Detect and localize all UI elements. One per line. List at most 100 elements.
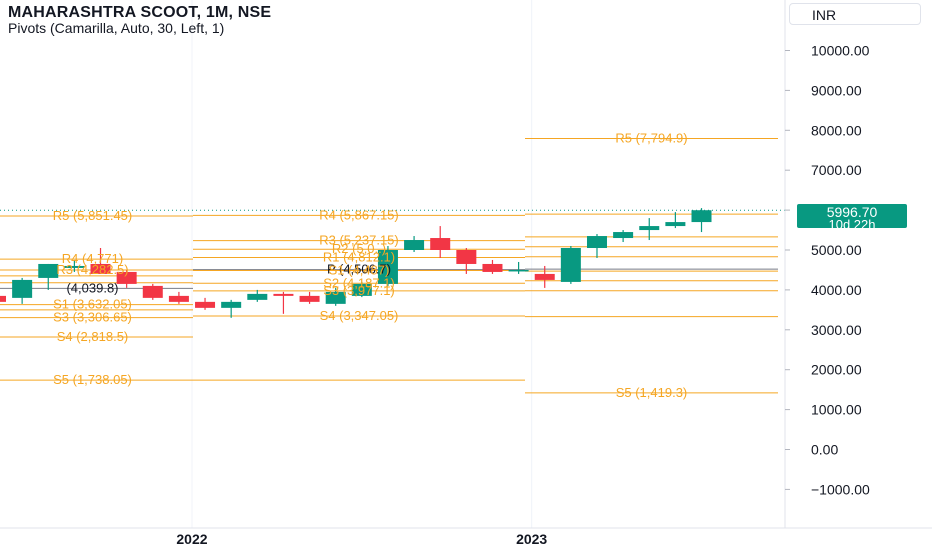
candle-body bbox=[325, 291, 346, 304]
candle[interactable] bbox=[377, 246, 398, 286]
candle[interactable] bbox=[64, 259, 85, 272]
symbol-title[interactable]: MAHARASHTRA SCOOT, 1M, NSE bbox=[8, 4, 272, 21]
candle[interactable] bbox=[404, 236, 425, 252]
pivot-label-s3: S3 (3,977.1) bbox=[323, 283, 395, 298]
candle[interactable] bbox=[221, 299, 242, 318]
candle[interactable] bbox=[613, 230, 634, 243]
candle-body bbox=[482, 263, 503, 272]
pivot-label-s4: S4 (3,347.05) bbox=[320, 308, 399, 323]
candle[interactable] bbox=[38, 263, 59, 290]
indicator-label[interactable]: Pivots (Camarilla, Auto, 30, Left, 1) bbox=[8, 20, 225, 36]
chart-grid bbox=[191, 0, 533, 528]
candle-body bbox=[116, 271, 137, 284]
y-tick-label: 8000.00 bbox=[811, 122, 862, 138]
candle[interactable] bbox=[534, 265, 555, 288]
pivot-label-r2: R2 (5,0..) bbox=[332, 241, 386, 256]
y-tick-label: 1000.00 bbox=[811, 402, 862, 418]
last-price-value: 5996.70 bbox=[826, 204, 878, 220]
candle-body bbox=[0, 295, 6, 302]
candle-body bbox=[247, 293, 268, 300]
candle-body bbox=[38, 263, 59, 278]
y-tick-label: 9000.00 bbox=[811, 82, 862, 98]
candle[interactable] bbox=[90, 248, 111, 274]
pivot-levels bbox=[0, 137, 785, 394]
y-axis: 10000.009000.008000.007000.006000.005000… bbox=[784, 0, 870, 528]
candle[interactable] bbox=[430, 226, 451, 258]
candle[interactable] bbox=[273, 291, 294, 314]
pivot-label-s3: S3 (3,306.65) bbox=[53, 310, 132, 325]
candle-body bbox=[430, 238, 451, 250]
candle-body bbox=[508, 269, 529, 272]
currency-button[interactable]: INR bbox=[789, 3, 921, 25]
candle[interactable] bbox=[691, 208, 712, 233]
candle-body bbox=[90, 263, 111, 274]
candle[interactable] bbox=[351, 281, 372, 298]
candle-body bbox=[64, 265, 85, 268]
candle-body bbox=[221, 301, 242, 308]
y-tick-label: 4000.00 bbox=[811, 282, 862, 298]
pivot-label-s2: S2 (4,187.1) bbox=[323, 275, 395, 290]
candle[interactable] bbox=[116, 269, 137, 288]
y-tick-label: 2000.00 bbox=[811, 362, 862, 378]
candle-body bbox=[404, 240, 425, 250]
last-price-tag: 5996.70 10d 22h bbox=[797, 204, 907, 232]
candle[interactable] bbox=[560, 246, 581, 284]
candle-body bbox=[534, 273, 555, 280]
x-tick-label: 2022 bbox=[176, 531, 207, 547]
candle-body bbox=[142, 285, 163, 298]
candle-body bbox=[377, 250, 398, 284]
y-tick-label: 10000.00 bbox=[811, 43, 870, 59]
candle[interactable] bbox=[12, 277, 33, 304]
candle-body bbox=[586, 236, 607, 249]
candle[interactable] bbox=[142, 283, 163, 300]
y-tick-label: 7000.00 bbox=[811, 162, 862, 178]
x-axis: 2022 2023 bbox=[0, 527, 932, 547]
pivot-label-r4: R4 (4,771) bbox=[62, 251, 123, 266]
pivot-label-s5: S5 (1,738.05) bbox=[53, 372, 132, 387]
candle[interactable] bbox=[508, 261, 529, 274]
candle-body bbox=[560, 248, 581, 282]
y-tick-label: 5000.00 bbox=[811, 242, 862, 258]
candle-body bbox=[613, 232, 634, 239]
pivot-label-r5: R5 (7,794.9) bbox=[615, 130, 687, 145]
pivot-label-p: (4,039.8) bbox=[66, 280, 118, 295]
candle[interactable] bbox=[482, 259, 503, 274]
pivot-labels: R5 (5,851.45) R4 (4,771)R3 (4,282.5) (4,03… bbox=[53, 130, 688, 399]
candle-body bbox=[639, 226, 660, 231]
pivot-label-s1: S1 (4,487) bbox=[329, 262, 390, 277]
candle-body bbox=[351, 283, 372, 296]
pivot-label-r3: R3 (4,282.5) bbox=[56, 262, 128, 277]
pivot-label-s4: S4 (2,818.5) bbox=[57, 329, 129, 344]
candle[interactable] bbox=[665, 212, 686, 229]
pivot-label-r5: R5 (5,851.45) bbox=[53, 208, 133, 223]
candle-body bbox=[168, 295, 189, 302]
candle-body bbox=[195, 301, 216, 308]
pivot-label-r3: R3 (5,237.15) bbox=[319, 233, 399, 248]
candles bbox=[0, 208, 712, 318]
pivot-label-r4: R4 (5,867.15) bbox=[319, 207, 399, 222]
pivot-label-s5: S5 (1,419.3) bbox=[616, 385, 688, 400]
candle[interactable] bbox=[168, 291, 189, 304]
candle[interactable] bbox=[195, 297, 216, 310]
candle[interactable] bbox=[639, 218, 660, 241]
candle[interactable] bbox=[325, 287, 346, 306]
bar-countdown: 10d 22h bbox=[828, 217, 876, 232]
candle-body bbox=[299, 295, 320, 302]
pivot-label-r1: R1 (4,812.1) bbox=[323, 250, 395, 265]
candle[interactable] bbox=[0, 290, 6, 308]
candle-body bbox=[665, 222, 686, 227]
x-tick-label: 2023 bbox=[516, 531, 547, 547]
candle[interactable] bbox=[586, 234, 607, 258]
candle[interactable] bbox=[247, 289, 268, 302]
candle-body bbox=[12, 279, 33, 298]
y-tick-label: −1000.00 bbox=[811, 481, 870, 497]
candle[interactable] bbox=[299, 291, 320, 304]
candle[interactable] bbox=[456, 248, 477, 274]
y-tick-label: 3000.00 bbox=[811, 322, 862, 338]
candle-body bbox=[456, 250, 477, 264]
candle-body bbox=[691, 210, 712, 223]
candle-body bbox=[273, 293, 294, 296]
pivot-label-p: P (4,506.7) bbox=[327, 262, 391, 277]
pivot-label-s1: S1 (3,632.05) bbox=[53, 297, 132, 312]
